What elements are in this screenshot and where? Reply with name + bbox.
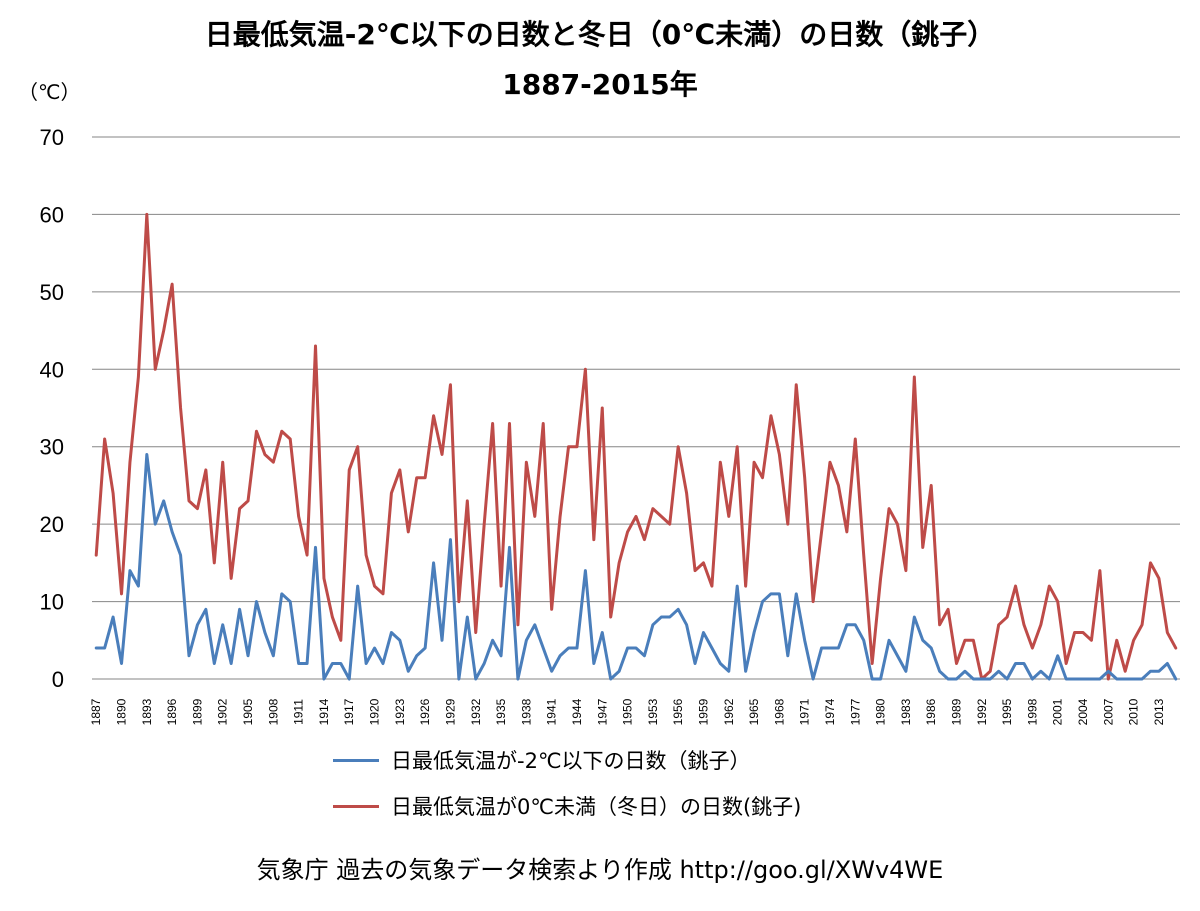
x-tick-label: 1887 [89, 698, 103, 725]
x-tick-label: 1932 [469, 698, 483, 725]
y-axis-unit-label: （℃） [18, 80, 81, 104]
x-tick-label: 1911 [292, 699, 306, 725]
x-tick-label: 1947 [595, 698, 609, 725]
y-tick-label: 60 [40, 202, 64, 227]
series-line-1 [94, 452, 1178, 681]
x-tick-label: 1956 [671, 698, 685, 725]
y-tick-label: 30 [40, 435, 64, 460]
x-tick-label: 1899 [190, 698, 204, 725]
legend-swatch-series-1 [333, 758, 379, 762]
series-line-2 [94, 212, 1178, 681]
chart-subtitle: 1887-2015年 [502, 68, 698, 101]
x-tick-label: 1983 [899, 698, 913, 725]
x-tick-label: 1908 [266, 698, 280, 725]
y-tick-label: 0 [52, 667, 64, 692]
x-tick-label: 1965 [747, 698, 761, 725]
x-tick-label: 1953 [646, 698, 660, 725]
x-tick-label: 1998 [1025, 698, 1039, 725]
x-tick-label: 2004 [1076, 698, 1090, 725]
legend-item-series-2: 日最低気温が0℃未満（冬日）の日数(銚子) [333, 791, 801, 821]
x-tick-label: 1890 [115, 698, 129, 725]
x-tick-label: 1944 [570, 698, 584, 725]
x-tick-label: 1893 [140, 698, 154, 725]
legend-label-series-1: 日最低気温が-2℃以下の日数（銚子） [391, 749, 751, 773]
x-tick-label: 2010 [1127, 698, 1141, 725]
x-tick-label: 1914 [317, 698, 331, 725]
x-tick-label: 1962 [722, 698, 736, 725]
x-tick-label: 1905 [241, 698, 255, 725]
source-note: 気象庁 過去の気象データ検索より作成 http://goo.gl/XWv4WE [256, 856, 944, 884]
x-tick-label: 1992 [975, 698, 989, 725]
x-tick-label: 1995 [1000, 698, 1014, 725]
x-tick-label: 1926 [418, 698, 432, 725]
y-tick-label: 70 [40, 125, 64, 150]
x-tick-label: 2007 [1101, 698, 1115, 725]
y-tick-label: 50 [40, 280, 64, 305]
y-tick-label: 10 [40, 590, 64, 615]
x-tick-label: 1923 [393, 698, 407, 725]
x-tick-label: 1950 [621, 698, 635, 725]
x-tick-label: 2001 [1051, 698, 1065, 725]
legend-swatch-series-2 [333, 804, 379, 808]
x-tick-label: 1941 [545, 698, 559, 725]
x-tick-label: 1968 [772, 698, 786, 725]
x-tick-label: 1896 [165, 698, 179, 725]
x-tick-label: 1980 [874, 698, 888, 725]
x-tick-label: 1989 [949, 698, 963, 725]
x-tick-label: 1935 [494, 698, 508, 725]
x-tick-label: 1971 [798, 698, 812, 725]
y-tick-label: 20 [40, 512, 64, 537]
x-tick-label: 1938 [519, 698, 533, 725]
x-tick-label: 1917 [342, 698, 356, 725]
x-tick-label: 1974 [823, 698, 837, 725]
x-tick-label: 2013 [1152, 698, 1166, 725]
x-tick-label: 1977 [848, 698, 862, 725]
chart-title: 日最低気温-2℃以下の日数と冬日（0℃未満）の日数（銚子） [204, 18, 996, 51]
x-tick-label: 1959 [696, 698, 710, 725]
x-tick-label: 1902 [216, 698, 230, 725]
x-tick-label: 1986 [924, 698, 938, 725]
x-tick-label: 1920 [368, 698, 382, 725]
legend-item-series-1: 日最低気温が-2℃以下の日数（銚子） [333, 745, 751, 775]
legend-label-series-2: 日最低気温が0℃未満（冬日）の日数(銚子) [391, 795, 802, 819]
x-tick-label: 1929 [443, 698, 457, 725]
y-tick-label: 40 [40, 357, 64, 382]
